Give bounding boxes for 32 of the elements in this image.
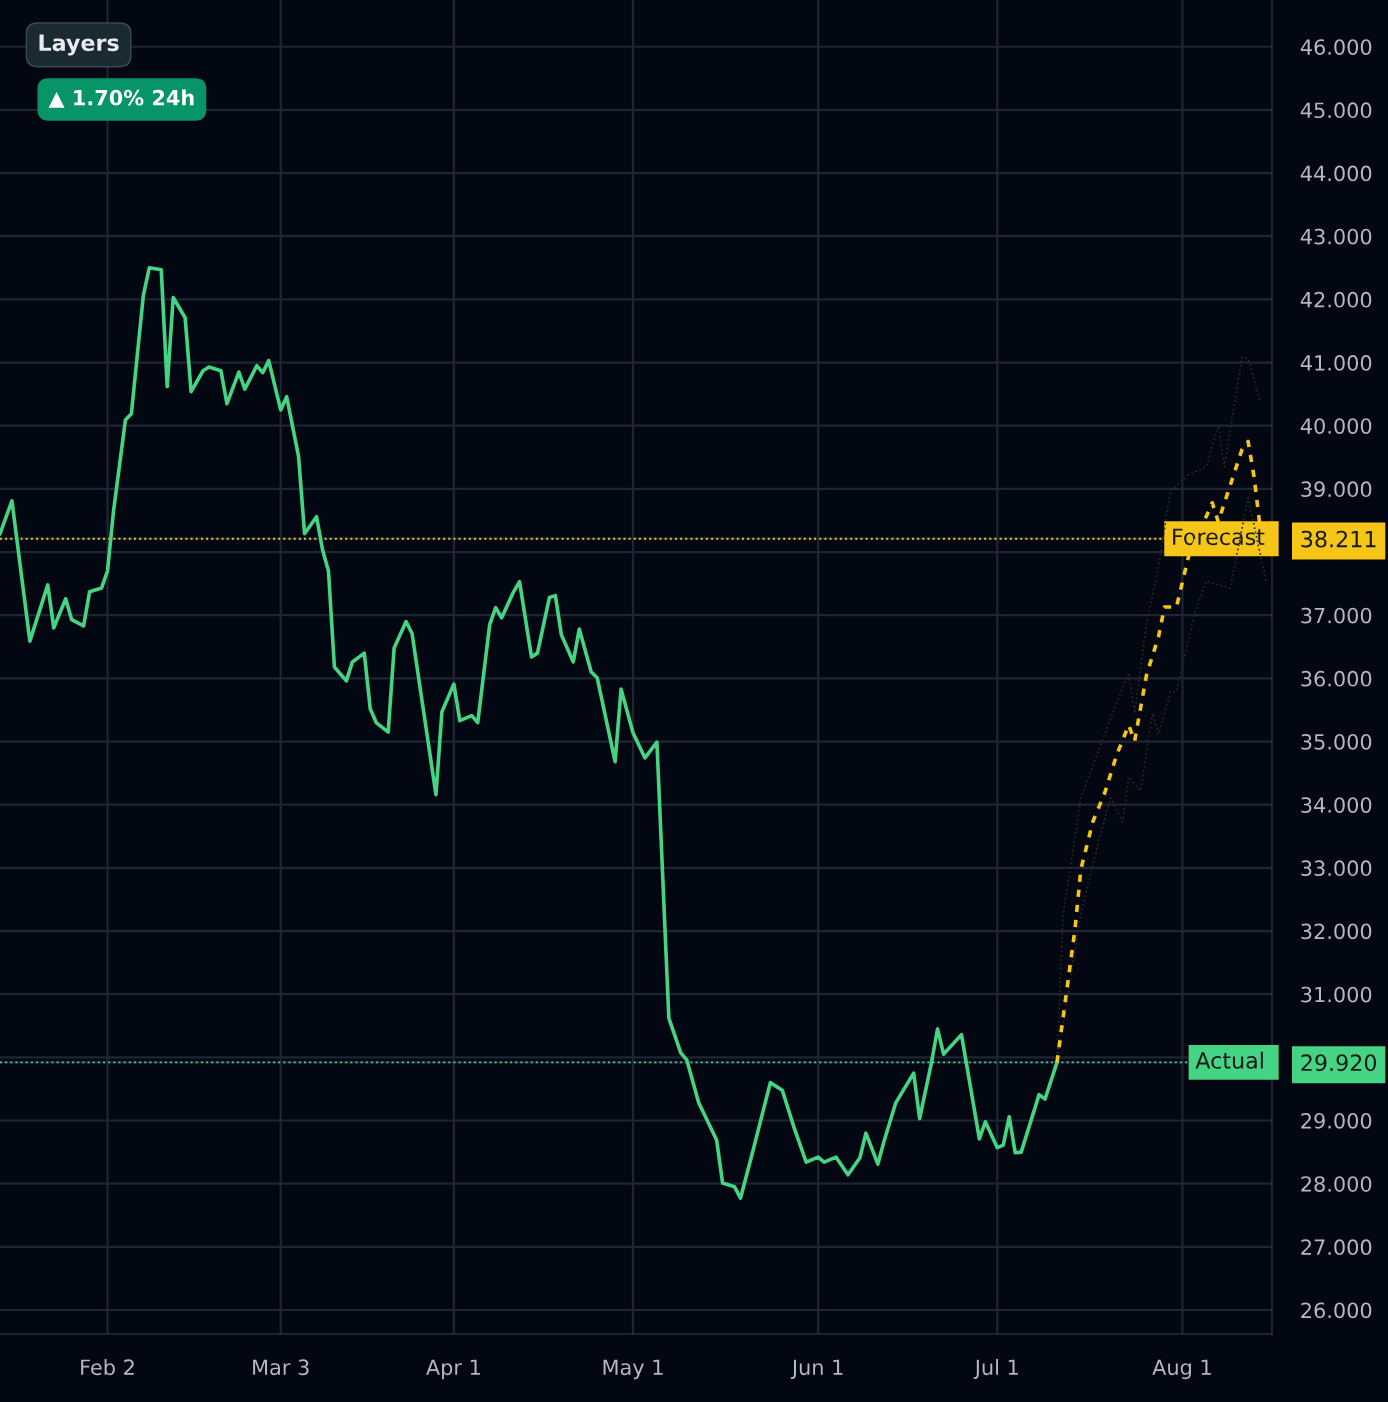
y-tick-label: 29.920 [1301,1054,1377,1072]
y-tick-label: 44.000 [1300,165,1372,182]
x-tick-label: Jul 1 [973,1359,1018,1379]
y-tick-label: 34.000 [1301,797,1372,813]
y-tick-label: 40.000 [1300,418,1372,434]
x-tick-label: Feb 2 [81,1359,134,1376]
ref-line-label: Actual [1195,1051,1263,1069]
x-tick-label: Jun 1 [790,1359,843,1379]
y-tick-label: 42.000 [1300,291,1372,308]
y-tick-label: 28.000 [1301,1176,1372,1192]
y-tick-label: 26.000 [1301,1302,1372,1319]
y-tick-label: 38.211 [1301,530,1376,548]
y-tick-label: 45.000 [1300,102,1372,119]
y-tick-label: 46.000 [1300,39,1372,55]
x-tick-label: Apr 1 [426,1359,480,1380]
x-tick-label: May 1 [603,1359,663,1380]
y-tick-label: 27.000 [1301,1239,1372,1256]
y-tick-label: 35.000 [1301,733,1372,750]
ref-line-label: Forecast [1173,528,1265,546]
y-tick-label: 29.000 [1301,1112,1372,1129]
x-tick-label: Mar 3 [253,1359,309,1376]
y-tick-label: 39.000 [1301,481,1372,498]
y-tick-label: 32.000 [1301,923,1372,940]
y-tick-label: 36.000 [1301,670,1372,687]
y-tick-label: 37.000 [1301,607,1372,624]
annotation: Layers [39,34,119,56]
annotation: ▲ 1.70% 24h [48,89,194,108]
y-tick-label: 33.000 [1301,860,1372,877]
y-tick-label: 31.000 [1301,986,1372,1003]
x-tick-label: Aug 1 [1152,1359,1211,1380]
y-tick-label: 41.000 [1300,355,1372,371]
y-tick-label: 43.000 [1300,228,1372,245]
